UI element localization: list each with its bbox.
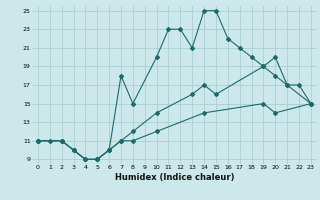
X-axis label: Humidex (Indice chaleur): Humidex (Indice chaleur)	[115, 173, 234, 182]
